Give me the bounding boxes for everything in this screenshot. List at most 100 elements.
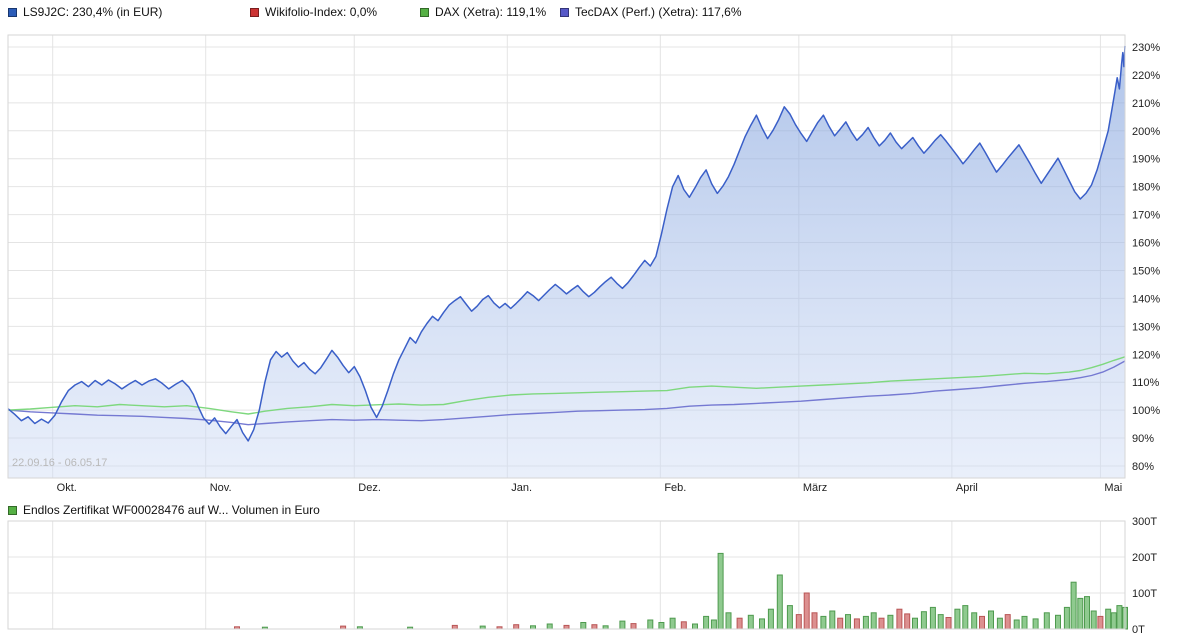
legend-label-tecdax: TecDAX (Perf.) (Xetra): 117,6%	[575, 5, 742, 19]
volume-bar	[1013, 619, 1020, 630]
volume-bar	[759, 618, 765, 630]
date-range-watermark: 22.09.16 - 06.05.17	[12, 457, 108, 469]
volume-bar	[896, 608, 903, 630]
price-axis-tick: 220%	[1132, 70, 1160, 82]
volume-legend[interactable]: Endlos Zertifikat WF00028476 auf W... Vo…	[8, 503, 320, 517]
volume-axis-tick: 200T	[1132, 552, 1157, 564]
volume-bar	[1070, 581, 1077, 630]
volume-legend-label: Endlos Zertifikat WF00028476 auf W... Vo…	[23, 503, 320, 517]
month-label: Dez.	[358, 482, 381, 494]
price-axis-tick: 210%	[1132, 98, 1160, 110]
volume-bar	[703, 615, 710, 630]
volume-bar	[820, 615, 827, 630]
volume-bar	[962, 605, 969, 630]
volume-bar	[786, 605, 793, 630]
legend-item-tecdax[interactable]: TecDAX (Perf.) (Xetra): 117,6%	[560, 5, 742, 19]
price-area	[8, 45, 1125, 479]
month-label: Nov.	[210, 482, 232, 494]
volume-bar	[767, 608, 774, 630]
volume-bar	[870, 612, 877, 630]
volume-bar	[717, 552, 724, 630]
volume-bar	[853, 618, 860, 630]
volume-bar	[619, 620, 626, 630]
month-label: Mai	[1104, 482, 1122, 494]
volume-bar	[829, 610, 836, 630]
volume-bar	[1021, 615, 1028, 630]
volume-bar	[692, 623, 698, 630]
wikifolio-index-swatch-icon	[250, 7, 259, 17]
volume-bar	[1090, 610, 1097, 630]
benchmark-line-1	[7, 356, 1126, 415]
volume-plot-border	[7, 520, 1126, 630]
volume-bar	[979, 615, 985, 630]
volume-bar	[580, 622, 587, 630]
price-axis-tick: 230%	[1132, 42, 1160, 54]
legend-item-dax[interactable]: DAX (Xetra): 119,1%	[420, 5, 546, 19]
price-axis-tick: 190%	[1132, 154, 1160, 166]
volume-bar	[546, 623, 553, 630]
volume-bar	[747, 614, 754, 630]
volume-bar	[563, 624, 570, 630]
month-label: Jan.	[511, 482, 532, 494]
price-axis-tick: 200%	[1132, 126, 1160, 138]
volume-bar	[803, 592, 810, 630]
volume-bar	[451, 624, 458, 630]
volume-bar	[996, 617, 1003, 630]
volume-bar	[878, 617, 885, 630]
month-label: April	[956, 482, 978, 494]
volume-bar	[736, 617, 743, 630]
price-line	[7, 45, 1126, 442]
volume-bar	[862, 615, 869, 630]
legend-label-dax: DAX (Xetra): 119,1%	[435, 5, 547, 19]
legend-label-ls9j2c: LS9J2C: 230,4% (in EUR)	[23, 5, 163, 19]
volume-bar	[1043, 612, 1050, 630]
price-axis-tick: 160%	[1132, 238, 1160, 250]
volume-bar	[937, 614, 944, 630]
month-label: Feb.	[664, 482, 686, 494]
volume-bar	[811, 612, 818, 630]
volume-bar	[513, 624, 520, 630]
volume-bar	[945, 617, 952, 630]
volume-bar	[1116, 605, 1123, 630]
volume-bar	[837, 617, 844, 630]
volume-bar	[1084, 596, 1090, 630]
volume-bar	[929, 606, 936, 630]
volume-bar	[669, 617, 676, 630]
price-axis-tick: 140%	[1132, 293, 1160, 305]
volume-bar	[920, 611, 927, 630]
volume-bar	[795, 614, 802, 630]
volume-swatch-icon	[8, 505, 17, 515]
price-axis-tick: 170%	[1132, 210, 1160, 222]
volume-bar	[1004, 614, 1011, 630]
volume-bar	[887, 614, 894, 630]
legend-item-ls9j2c[interactable]: LS9J2C: 230,4% (in EUR)	[8, 5, 162, 19]
volume-bar	[1097, 615, 1104, 630]
volume-bar	[912, 617, 918, 630]
volume-bar	[680, 621, 687, 630]
legend-label-wikifolio-index: Wikifolio-Index: 0,0%	[265, 5, 378, 19]
tecdax-swatch-icon	[560, 7, 569, 17]
volume-axis-tick: 300T	[1132, 516, 1157, 528]
volume-bar	[1110, 612, 1117, 630]
volume-bar	[1077, 597, 1084, 630]
price-axis-tick: 80%	[1132, 461, 1154, 473]
volume-bar	[725, 612, 732, 630]
price-legend: LS9J2C: 230,4% (in EUR) Wikifolio-Index:…	[0, 5, 1179, 21]
month-label: März	[803, 482, 827, 494]
volume-bar	[904, 613, 911, 630]
volume-bar	[630, 623, 637, 630]
price-plot-border	[7, 34, 1126, 479]
price-axis-tick: 90%	[1132, 433, 1154, 445]
volume-bar	[647, 619, 654, 630]
price-axis-tick: 110%	[1132, 377, 1160, 389]
volume-bar	[710, 619, 717, 630]
volume-bar	[1032, 618, 1039, 630]
price-axis-tick: 100%	[1132, 405, 1160, 417]
volume-bar	[954, 608, 961, 630]
legend-item-wikifolio-index[interactable]: Wikifolio-Index: 0,0%	[250, 5, 377, 19]
volume-axis-tick: 0T	[1132, 624, 1145, 636]
volume-bar	[845, 614, 851, 630]
dax-swatch-icon	[420, 7, 429, 17]
volume-bar	[1063, 606, 1070, 630]
